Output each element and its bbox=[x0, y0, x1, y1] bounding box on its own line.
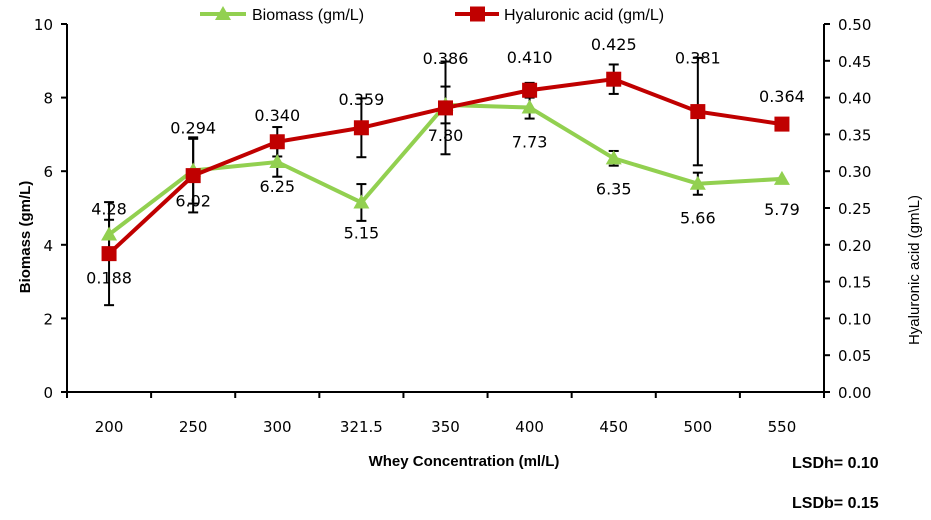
biomass-data-label: 6.25 bbox=[259, 177, 295, 196]
x-tick-label: 321.5 bbox=[340, 418, 383, 436]
x-tick-label: 500 bbox=[684, 418, 713, 436]
left-tick-label: 8 bbox=[43, 90, 53, 108]
legend-biomass-label: Biomass (gm/L) bbox=[252, 7, 364, 24]
hyaluronic-point bbox=[353, 120, 369, 136]
biomass-data-label: 5.79 bbox=[764, 200, 800, 219]
right-tick-label: 0.05 bbox=[838, 347, 871, 365]
x-tick-label: 250 bbox=[179, 418, 208, 436]
right-tick-label: 0.30 bbox=[838, 163, 871, 181]
biomass-point bbox=[521, 99, 538, 114]
left-tick-label: 6 bbox=[43, 163, 53, 181]
hyaluronic-point bbox=[690, 104, 706, 120]
biomass-data-label: 7.73 bbox=[512, 133, 548, 152]
biomass-data-label: 6.35 bbox=[596, 179, 632, 198]
hyaluronic-point bbox=[606, 71, 622, 87]
legend-hyaluronic-label: Hyaluronic acid (gm/L) bbox=[504, 7, 664, 24]
right-axis-title: Hyaluronic acid (gm\L) bbox=[906, 195, 923, 345]
right-tick-label: 0.10 bbox=[838, 310, 871, 328]
left-tick-label: 2 bbox=[43, 310, 53, 328]
biomass-point bbox=[353, 194, 370, 209]
biomass-point bbox=[689, 175, 706, 190]
hyaluronic-data-label: 0.294 bbox=[170, 119, 216, 138]
hyaluronic-data-label: 0.364 bbox=[759, 87, 805, 106]
hyaluronic-data-label: 0.410 bbox=[507, 48, 553, 67]
x-tick-label: 350 bbox=[431, 418, 460, 436]
hyaluronic-data-label: 0.359 bbox=[338, 90, 384, 109]
x-tick-label: 200 bbox=[95, 418, 124, 436]
lsd-h-annotation: LSDh= 0.10 bbox=[792, 455, 879, 472]
left-tick-label: 10 bbox=[34, 16, 53, 34]
biomass-point bbox=[101, 226, 118, 241]
hyaluronic-point bbox=[185, 168, 201, 184]
left-axis-title: Biomass (gm/L) bbox=[17, 181, 34, 294]
hyaluronic-data-label: 0.386 bbox=[423, 49, 469, 68]
x-tick-label: 450 bbox=[599, 418, 628, 436]
x-axis-title: Whey Concentration (ml/L) bbox=[369, 453, 560, 470]
right-tick-label: 0.00 bbox=[838, 384, 871, 402]
x-tick-label: 400 bbox=[515, 418, 544, 436]
legend-hyaluronic-marker bbox=[470, 6, 485, 22]
hyaluronic-data-label: 0.381 bbox=[675, 49, 721, 68]
biomass-point bbox=[605, 150, 622, 165]
x-tick-label: 550 bbox=[768, 418, 797, 436]
left-tick-label: 4 bbox=[43, 237, 53, 255]
biomass-point bbox=[269, 154, 286, 168]
hyaluronic-point bbox=[269, 134, 285, 150]
right-tick-label: 0.15 bbox=[838, 274, 871, 292]
right-tick-label: 0.25 bbox=[838, 200, 871, 218]
x-tick-label: 300 bbox=[263, 418, 292, 436]
hyaluronic-point bbox=[774, 116, 790, 132]
left-tick-label: 0 bbox=[43, 384, 53, 402]
right-tick-label: 0.50 bbox=[838, 16, 871, 34]
hyaluronic-data-label: 0.425 bbox=[591, 35, 637, 54]
hyaluronic-point bbox=[101, 246, 117, 262]
biomass-data-label: 5.66 bbox=[680, 209, 716, 228]
right-tick-label: 0.20 bbox=[838, 237, 871, 255]
right-tick-label: 0.45 bbox=[838, 53, 871, 71]
biomass-data-label: 5.15 bbox=[344, 223, 380, 242]
legend-biomass-marker bbox=[215, 6, 231, 20]
biomass-data-label: 7.80 bbox=[428, 126, 464, 145]
hyaluronic-data-label: 0.340 bbox=[254, 106, 300, 125]
hyaluronic-point bbox=[522, 82, 538, 98]
hyaluronic-point bbox=[438, 100, 453, 116]
lsd-b-annotation: LSDb= 0.15 bbox=[792, 495, 879, 512]
biomass-data-label: 4.28 bbox=[91, 199, 127, 218]
right-tick-label: 0.35 bbox=[838, 126, 871, 144]
hyaluronic-data-label: 0.188 bbox=[86, 269, 132, 288]
biomass-point bbox=[773, 170, 790, 185]
right-tick-label: 0.40 bbox=[838, 90, 871, 108]
biomass-data-label: 6.02 bbox=[175, 191, 211, 210]
